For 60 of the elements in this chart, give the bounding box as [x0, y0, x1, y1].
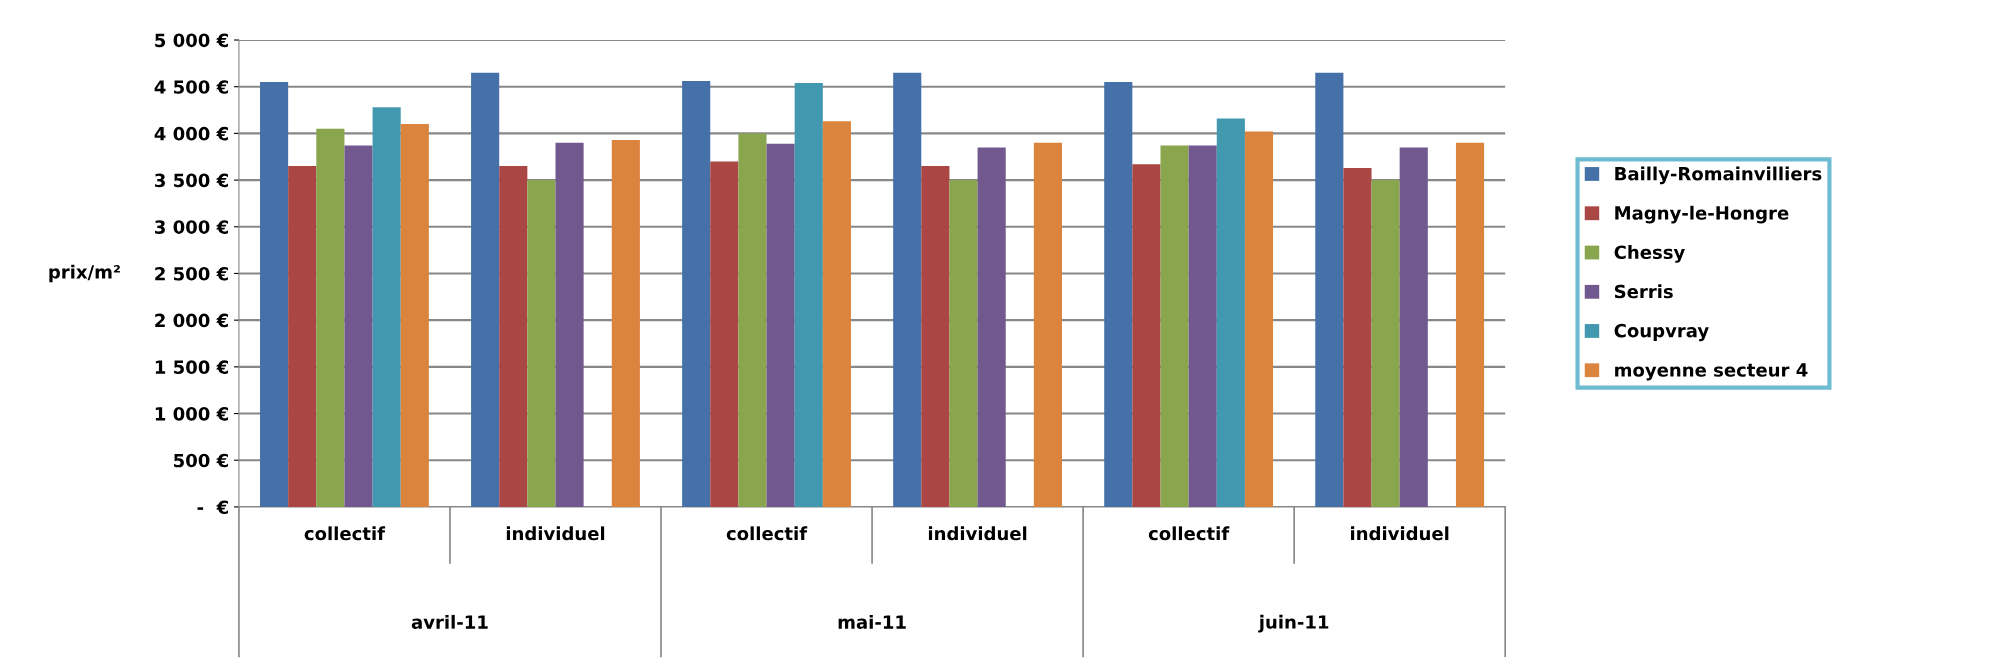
- text: juin-11: [1258, 614, 1329, 633]
- bar: [499, 166, 528, 507]
- bar: [1399, 147, 1428, 507]
- bar: [288, 166, 317, 507]
- bar: [710, 161, 739, 507]
- y-tick-label: 2 500 €: [155, 266, 228, 281]
- bar: [400, 124, 429, 507]
- bar: [527, 180, 556, 507]
- bar: [1343, 167, 1372, 507]
- bar: [471, 72, 500, 507]
- legend-label: Bailly-Romainvilliers: [1615, 166, 1822, 185]
- bar: [738, 133, 767, 507]
- bar: [822, 121, 851, 507]
- y-tick-label: 1 500 €: [155, 360, 228, 374]
- bar: [1033, 142, 1062, 507]
- legend-label: Chessy: [1614, 245, 1685, 263]
- bar: [1104, 82, 1133, 507]
- x-tick-label: individuel: [1351, 526, 1449, 541]
- bar: [794, 82, 823, 507]
- bar: [921, 166, 950, 507]
- y-tick-label: 3 000 €: [155, 220, 228, 234]
- bar: [1160, 145, 1189, 507]
- y-tick-label: 1 000 €: [155, 407, 228, 421]
- text: avril-11: [411, 614, 488, 629]
- y-axis-title: prix/m²: [49, 264, 120, 283]
- x-tick-label: collectif: [304, 526, 386, 541]
- bar: [260, 82, 289, 507]
- x-tick-label: collectif: [726, 526, 808, 541]
- bar: [1315, 72, 1344, 507]
- y-tick-label: 2 000 €: [155, 313, 228, 328]
- y-tick-label: 4 000 €: [154, 126, 228, 141]
- y-tick-label: 4 500 €: [154, 80, 228, 94]
- bar: [949, 180, 978, 507]
- legend-label: Magny-le-Hongre: [1615, 205, 1789, 224]
- bar: [1188, 145, 1217, 507]
- bar: [1455, 142, 1485, 507]
- bar: [344, 145, 373, 507]
- legend-label: Coupvray: [1614, 323, 1709, 342]
- bar: [372, 107, 401, 507]
- bar: [1216, 118, 1245, 507]
- y-tick-label: 500 €: [174, 453, 228, 468]
- legend-label: Serris: [1614, 284, 1673, 299]
- y-tick-label: 3 500 €: [155, 173, 228, 188]
- text: mai-11: [838, 614, 906, 629]
- bar: [611, 139, 640, 507]
- bar: [682, 81, 711, 507]
- bar: [555, 142, 584, 507]
- y-tick-label: - €: [197, 500, 228, 515]
- bar: [316, 128, 345, 507]
- bar: [893, 72, 922, 507]
- x-tick-label: collectif: [1148, 526, 1230, 541]
- x-tick-label: individuel: [506, 526, 605, 541]
- bar: [1371, 180, 1400, 507]
- bar: [766, 143, 795, 507]
- bar: [1244, 131, 1274, 507]
- legend-label: moyenne secteur 4: [1615, 363, 1808, 381]
- bar: [977, 147, 1006, 507]
- bar: [1132, 164, 1161, 507]
- y-tick-label: 5 000 €: [155, 33, 228, 48]
- x-tick-label: individuel: [928, 526, 1027, 541]
